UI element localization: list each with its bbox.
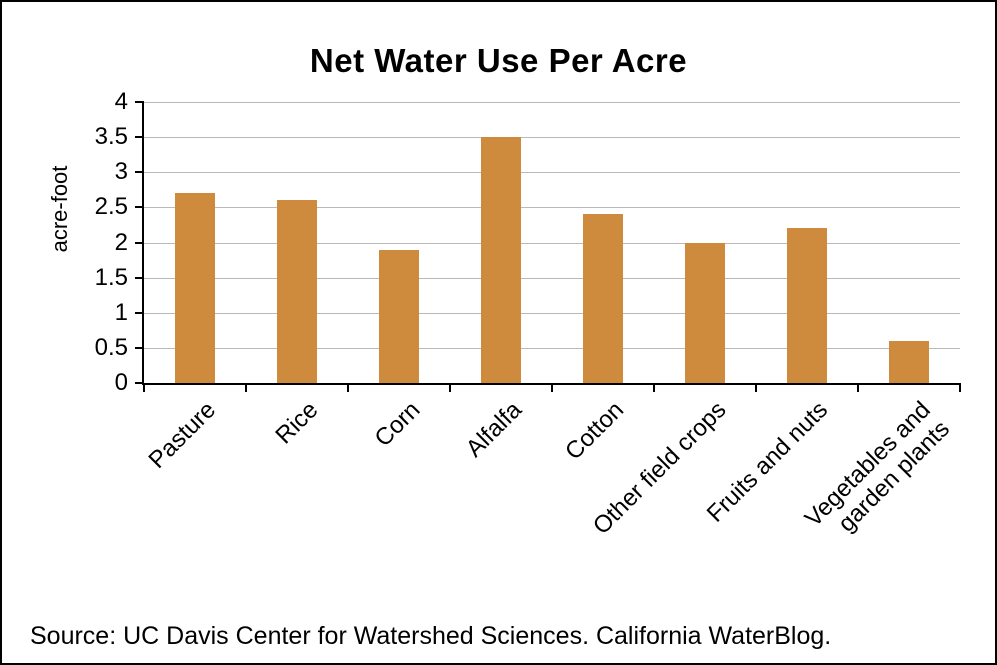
y-tick-mark (135, 101, 144, 103)
source-attribution: Source: UC Davis Center for Watershed Sc… (30, 622, 832, 650)
bar (379, 249, 419, 383)
y-tick-mark (135, 276, 144, 279)
bar (175, 193, 215, 383)
bar (889, 340, 929, 383)
bar (583, 214, 623, 383)
gridline (144, 172, 960, 174)
y-tick-mark (135, 241, 144, 244)
y-tick-label: 3 (114, 158, 128, 186)
y-tick-label: 1 (114, 298, 128, 326)
x-tick-mark (755, 383, 757, 392)
y-tick-label: 4 (114, 88, 128, 115)
bar (787, 228, 827, 383)
y-tick-label: 3.5 (94, 123, 128, 151)
bar (685, 242, 725, 383)
gridline (144, 242, 960, 244)
y-tick-label: 2.5 (94, 193, 128, 221)
gridline (144, 102, 960, 103)
plot-area: 0 0.5 1 1.5 2 2.5 3 3.5 4 Pasture Rice Corn Alfalfa C… (95, 88, 961, 540)
gridline (144, 312, 960, 314)
y-tick-label: 0 (114, 369, 128, 396)
chart-title: Net Water Use Per Acre (309, 42, 688, 79)
x-tick-mark (347, 383, 349, 392)
y-tick-label: 2 (114, 228, 128, 256)
y-tick-mark (135, 346, 144, 349)
y-tick-mark (135, 136, 144, 139)
bar (277, 200, 317, 383)
x-tick-mark (653, 383, 655, 392)
gridline (144, 347, 960, 349)
y-tick-label: 1.5 (94, 263, 128, 291)
y-tick-mark (135, 382, 144, 384)
bar (481, 137, 521, 383)
x-tick-mark (857, 383, 859, 392)
y-tick-mark (135, 206, 144, 209)
y-axis-label: acre-foot (47, 165, 72, 253)
y-tick-mark (135, 311, 144, 314)
x-tick-mark (551, 383, 553, 392)
x-tick-mark (245, 383, 247, 392)
y-tick-mark (135, 171, 144, 174)
gridline (144, 277, 960, 279)
y-tick-label: 0.5 (94, 333, 128, 361)
gridline (144, 207, 960, 209)
x-tick-mark (143, 383, 145, 392)
gridline (144, 137, 960, 139)
x-tick-mark (959, 383, 961, 392)
x-tick-mark (449, 383, 451, 392)
